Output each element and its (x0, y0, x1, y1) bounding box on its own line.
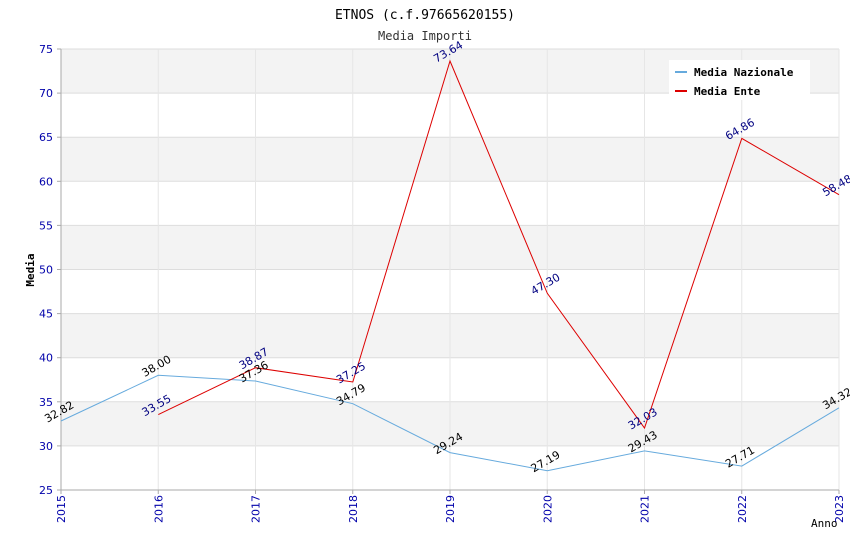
x-tick-label: 2015 (55, 495, 68, 523)
y-tick-label: 45 (39, 308, 53, 321)
legend-entry: Media Ente (694, 85, 761, 98)
y-tick-label: 35 (39, 396, 53, 409)
x-tick-label: 2022 (736, 495, 749, 523)
y-tick-label: 25 (39, 484, 53, 497)
x-tick-label: 2019 (444, 495, 457, 523)
x-tick-label: 2020 (541, 495, 554, 523)
x-tick-label: 2016 (152, 495, 165, 523)
y-tick-label: 70 (39, 87, 53, 100)
series-line-2 (158, 59, 840, 430)
y-axis-label: Media (24, 253, 37, 286)
chart-title: ETNOS (c.f.97665620155) (335, 8, 515, 23)
y-tick-label: 40 (39, 352, 53, 365)
legend-entry: Media Nazionale (694, 66, 794, 79)
y-tick-label: 65 (39, 131, 53, 144)
x-tick-label: 2023 (833, 495, 846, 523)
series-line-1 (60, 374, 840, 472)
series-lines (60, 59, 840, 472)
y-tick-label: 30 (39, 440, 53, 453)
x-axis-ticks: 2015 2016 2017 2018 2019 2020 2021 2022 2023 (55, 490, 846, 523)
y-tick-label: 55 (39, 219, 53, 232)
legend: Media Nazionale Media Ente (669, 60, 810, 100)
legend-box (669, 60, 810, 100)
grid-lines (60, 48, 840, 491)
y-tick-label: 60 (39, 175, 53, 188)
x-tick-label: 2021 (639, 495, 652, 523)
y-tick-label: 50 (39, 264, 53, 277)
x-tick-label: 2018 (347, 495, 360, 523)
x-axis-label: Anno (811, 517, 838, 530)
x-tick-label: 2017 (250, 495, 263, 523)
y-axis-ticks: 25 30 35 40 45 50 55 60 65 70 75 (39, 43, 61, 497)
y-tick-label: 75 (39, 43, 53, 56)
chart-subtitle: Media Importi (378, 29, 472, 43)
